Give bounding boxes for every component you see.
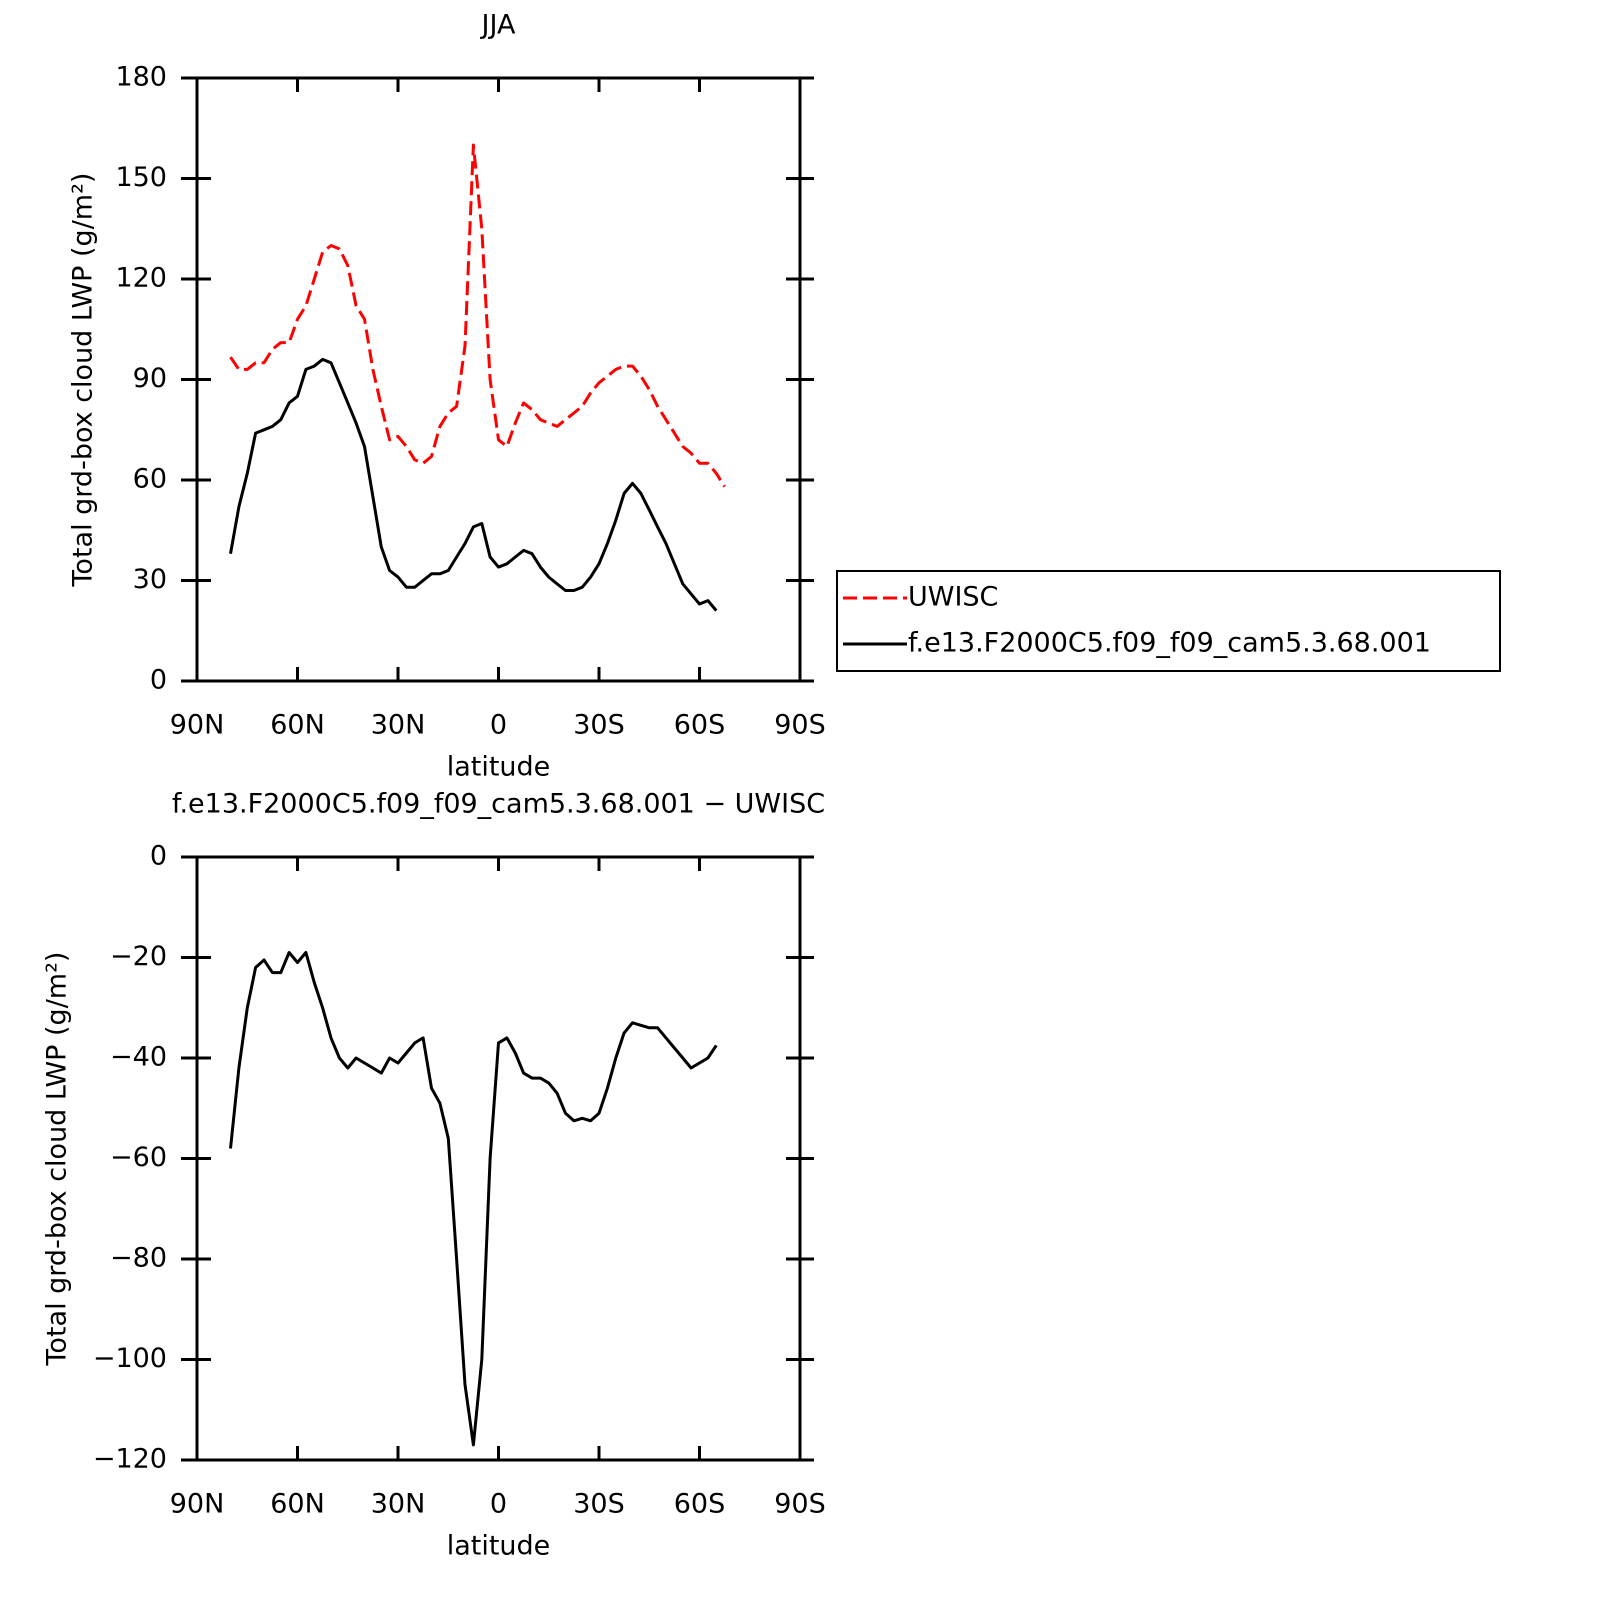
x-tick-label: 60S [674, 710, 726, 741]
y-tick-label: −100 [93, 1343, 167, 1374]
x-tick-label: 90N [170, 710, 225, 741]
x-tick-label: 90N [170, 1489, 225, 1520]
data-line [229, 143, 726, 488]
x-tick-label: 90S [774, 1489, 826, 1520]
y-tick-label: 150 [115, 162, 167, 193]
legend-box [836, 570, 1501, 672]
x-axis-label: latitude [447, 1531, 551, 1562]
plot-frame [195, 855, 802, 1462]
y-tick-label: −120 [93, 1444, 167, 1475]
y-tick-label: 0 [150, 841, 167, 872]
y-tick-label: 120 [115, 263, 167, 294]
x-tick-label: 90S [774, 710, 826, 741]
legend-label: f.e13.F2000C5.f09_f09_cam5.3.68.001 [908, 628, 1431, 659]
y-axis-label: Total grd-box cloud LWP (g/m²) [68, 173, 99, 588]
x-tick-label: 60N [270, 710, 325, 741]
data-line [229, 357, 718, 612]
y-tick-label: −60 [110, 1142, 167, 1173]
y-tick-label: −40 [110, 1042, 167, 1073]
y-tick-label: 90 [133, 363, 167, 394]
chart-title: JJA [480, 10, 516, 41]
plot-frame [195, 76, 802, 683]
x-tick-label: 0 [490, 710, 507, 741]
y-tick-label: 30 [133, 564, 167, 595]
chart-title: f.e13.F2000C5.f09_f09_cam5.3.68.001 − UW… [172, 789, 825, 820]
y-tick-label: 180 [115, 62, 167, 93]
x-axis-label: latitude [447, 752, 551, 783]
x-tick-label: 30N [371, 710, 426, 741]
y-tick-label: −80 [110, 1243, 167, 1274]
y-tick-label: 60 [133, 464, 167, 495]
y-axis-label: Total grd-box cloud LWP (g/m²) [42, 952, 73, 1367]
x-tick-label: 60S [674, 1489, 726, 1520]
x-tick-label: 30S [573, 710, 625, 741]
y-tick-label: 0 [150, 665, 167, 696]
y-tick-label: −20 [110, 941, 167, 972]
data-line [229, 951, 718, 1447]
x-tick-label: 60N [270, 1489, 325, 1520]
x-tick-label: 30N [371, 1489, 426, 1520]
x-tick-label: 30S [573, 1489, 625, 1520]
legend-label: UWISC [908, 582, 998, 613]
x-tick-label: 0 [490, 1489, 507, 1520]
